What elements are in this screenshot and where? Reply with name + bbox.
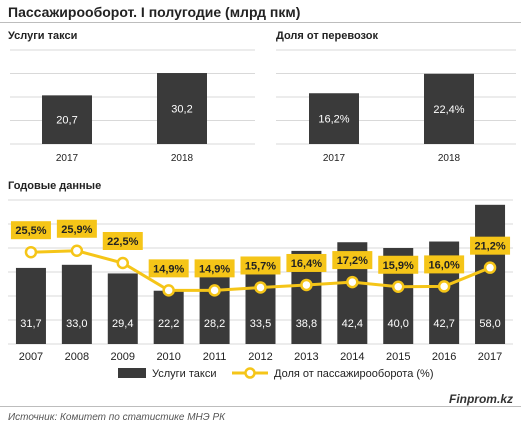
line-point-2014 [346,275,359,289]
annual-chart-title: Годовые данные [8,180,102,192]
legend-bar-swatch [118,368,146,378]
line-point-2015 [391,280,405,294]
line-label-box [332,251,373,270]
taxi-bar-value-label: 30,2 [171,104,192,116]
line-value-label: 25,9% [61,224,92,236]
line-label-box [470,236,511,255]
line-point-2008 [70,244,84,258]
bar-value-label: 42,4 [342,318,363,330]
line-point-2010 [162,284,175,297]
taxi-bar-value-label: 20,7 [56,115,77,127]
share-bar-2018 [424,73,474,144]
x-tick-label: 2016 [432,351,456,363]
share-bar-2017 [309,93,359,144]
line-value-label: 21,2% [474,241,505,253]
line-label-box [102,232,143,250]
line-point-2007 [24,245,38,259]
line-label-box [194,259,235,278]
x-tick-label: 2007 [19,351,43,363]
source-divider [0,406,521,407]
bar-value-label: 33,0 [66,318,87,330]
x-tick-label: 2009 [111,351,135,363]
line-point-2009 [116,256,130,270]
x-tick-label: 2018 [171,153,194,164]
line-label-box [148,259,189,278]
line-value-label: 15,9% [383,260,414,272]
brand-logo: Finprom.kz [448,392,513,406]
legend-bar-label: Услуги такси [152,368,217,380]
share-bar-value-label: 16,2% [318,114,349,126]
bar-value-label: 38,8 [296,318,317,330]
line-point-2016 [437,280,451,293]
title-divider [0,22,521,23]
annual-bar-2008 [61,264,92,344]
bar-value-label: 29,4 [112,318,133,330]
source-note: Источник: Комитет по статистике МНЭ РК [8,412,226,423]
line-label-box [56,219,97,238]
bar-value-label: 22,2 [158,318,179,330]
line-point-2017 [483,261,497,274]
annual-bar-2017 [475,204,506,344]
line-value-label: 22,5% [107,236,138,248]
x-tick-label: 2017 [478,351,502,363]
x-tick-label: 2010 [156,351,180,363]
bar-value-label: 58,0 [479,318,500,330]
share-bar-value-label: 22,4% [433,104,464,116]
taxi-bar-2018 [157,73,207,144]
x-tick-label: 2018 [438,153,461,164]
share-chart-title: Доля от перевозок [276,30,378,42]
x-tick-label: 2012 [248,351,272,363]
taxi-chart-title: Услуги такси [8,30,78,42]
line-point-2011 [208,284,221,297]
line-value-label: 14,9% [153,263,184,275]
annual-bar-2009 [107,273,138,344]
share-chart: 16,2% 2017 22,4% 2018 [276,49,516,164]
line-label-box [378,255,419,274]
bar-value-label: 31,7 [20,318,41,330]
line-value-label: 17,2% [337,255,368,267]
bar-value-label: 40,0 [388,318,409,330]
line-value-label: 16,0% [429,259,460,271]
taxi-chart: 20,7 2017 30,2 2018 [10,49,255,164]
line-point-2013 [300,278,313,292]
line-value-label: 25,5% [15,225,46,237]
line-label-box [240,256,281,275]
annual-bar-2012 [245,263,276,344]
x-tick-label: 2014 [340,351,364,363]
line-label-box [424,255,465,274]
x-tick-label: 2008 [65,351,89,363]
bar-value-label: 28,2 [204,318,225,330]
taxi-bar-2017 [42,95,92,144]
line-label-box [286,253,327,272]
line-value-label: 16,4% [291,258,322,270]
annual-bar-2007 [15,267,46,344]
line-point-2012 [254,281,267,294]
line-value-label: 15,7% [245,260,276,272]
annual-chart: 31,7 2007 33,0 2008 29,4 2009 22,2 2010 28,2 2011… [8,199,513,380]
legend-line-label: Доля от пассажирооборота (%) [274,368,434,380]
page-title: Пассажирооборот. I полугодие (млрд пкм) [8,4,301,20]
x-tick-label: 2011 [203,351,227,363]
line-value-label: 14,9% [199,263,230,275]
line-label-box [10,221,51,240]
legend-line-marker [244,367,256,379]
x-tick-label: 2017 [56,153,79,164]
x-tick-label: 2013 [294,351,318,363]
x-tick-label: 2015 [386,351,410,363]
annual-bar-2010 [153,290,184,344]
x-tick-label: 2017 [323,153,346,164]
bar-value-label: 42,7 [433,318,454,330]
bar-value-label: 33,5 [250,318,271,330]
